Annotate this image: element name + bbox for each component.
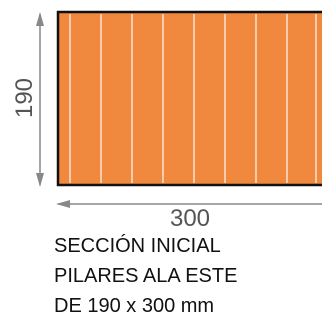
arrow-head — [36, 12, 44, 26]
section-fill — [58, 12, 322, 185]
section-outline — [56, 10, 322, 187]
caption-line: DE 190 x 300 mm — [54, 295, 214, 317]
caption-line: SECCIÓN INICIAL — [54, 234, 221, 257]
planks — [69, 14, 317, 183]
arrow-head — [56, 200, 70, 208]
caption-line: PILARES ALA ESTE — [54, 265, 237, 287]
height-label: 190 — [11, 78, 38, 118]
arrow-head — [36, 173, 44, 187]
height-dimension — [36, 12, 44, 187]
width-dimension — [56, 200, 322, 208]
width-label: 300 — [170, 205, 210, 232]
section — [56, 10, 322, 187]
